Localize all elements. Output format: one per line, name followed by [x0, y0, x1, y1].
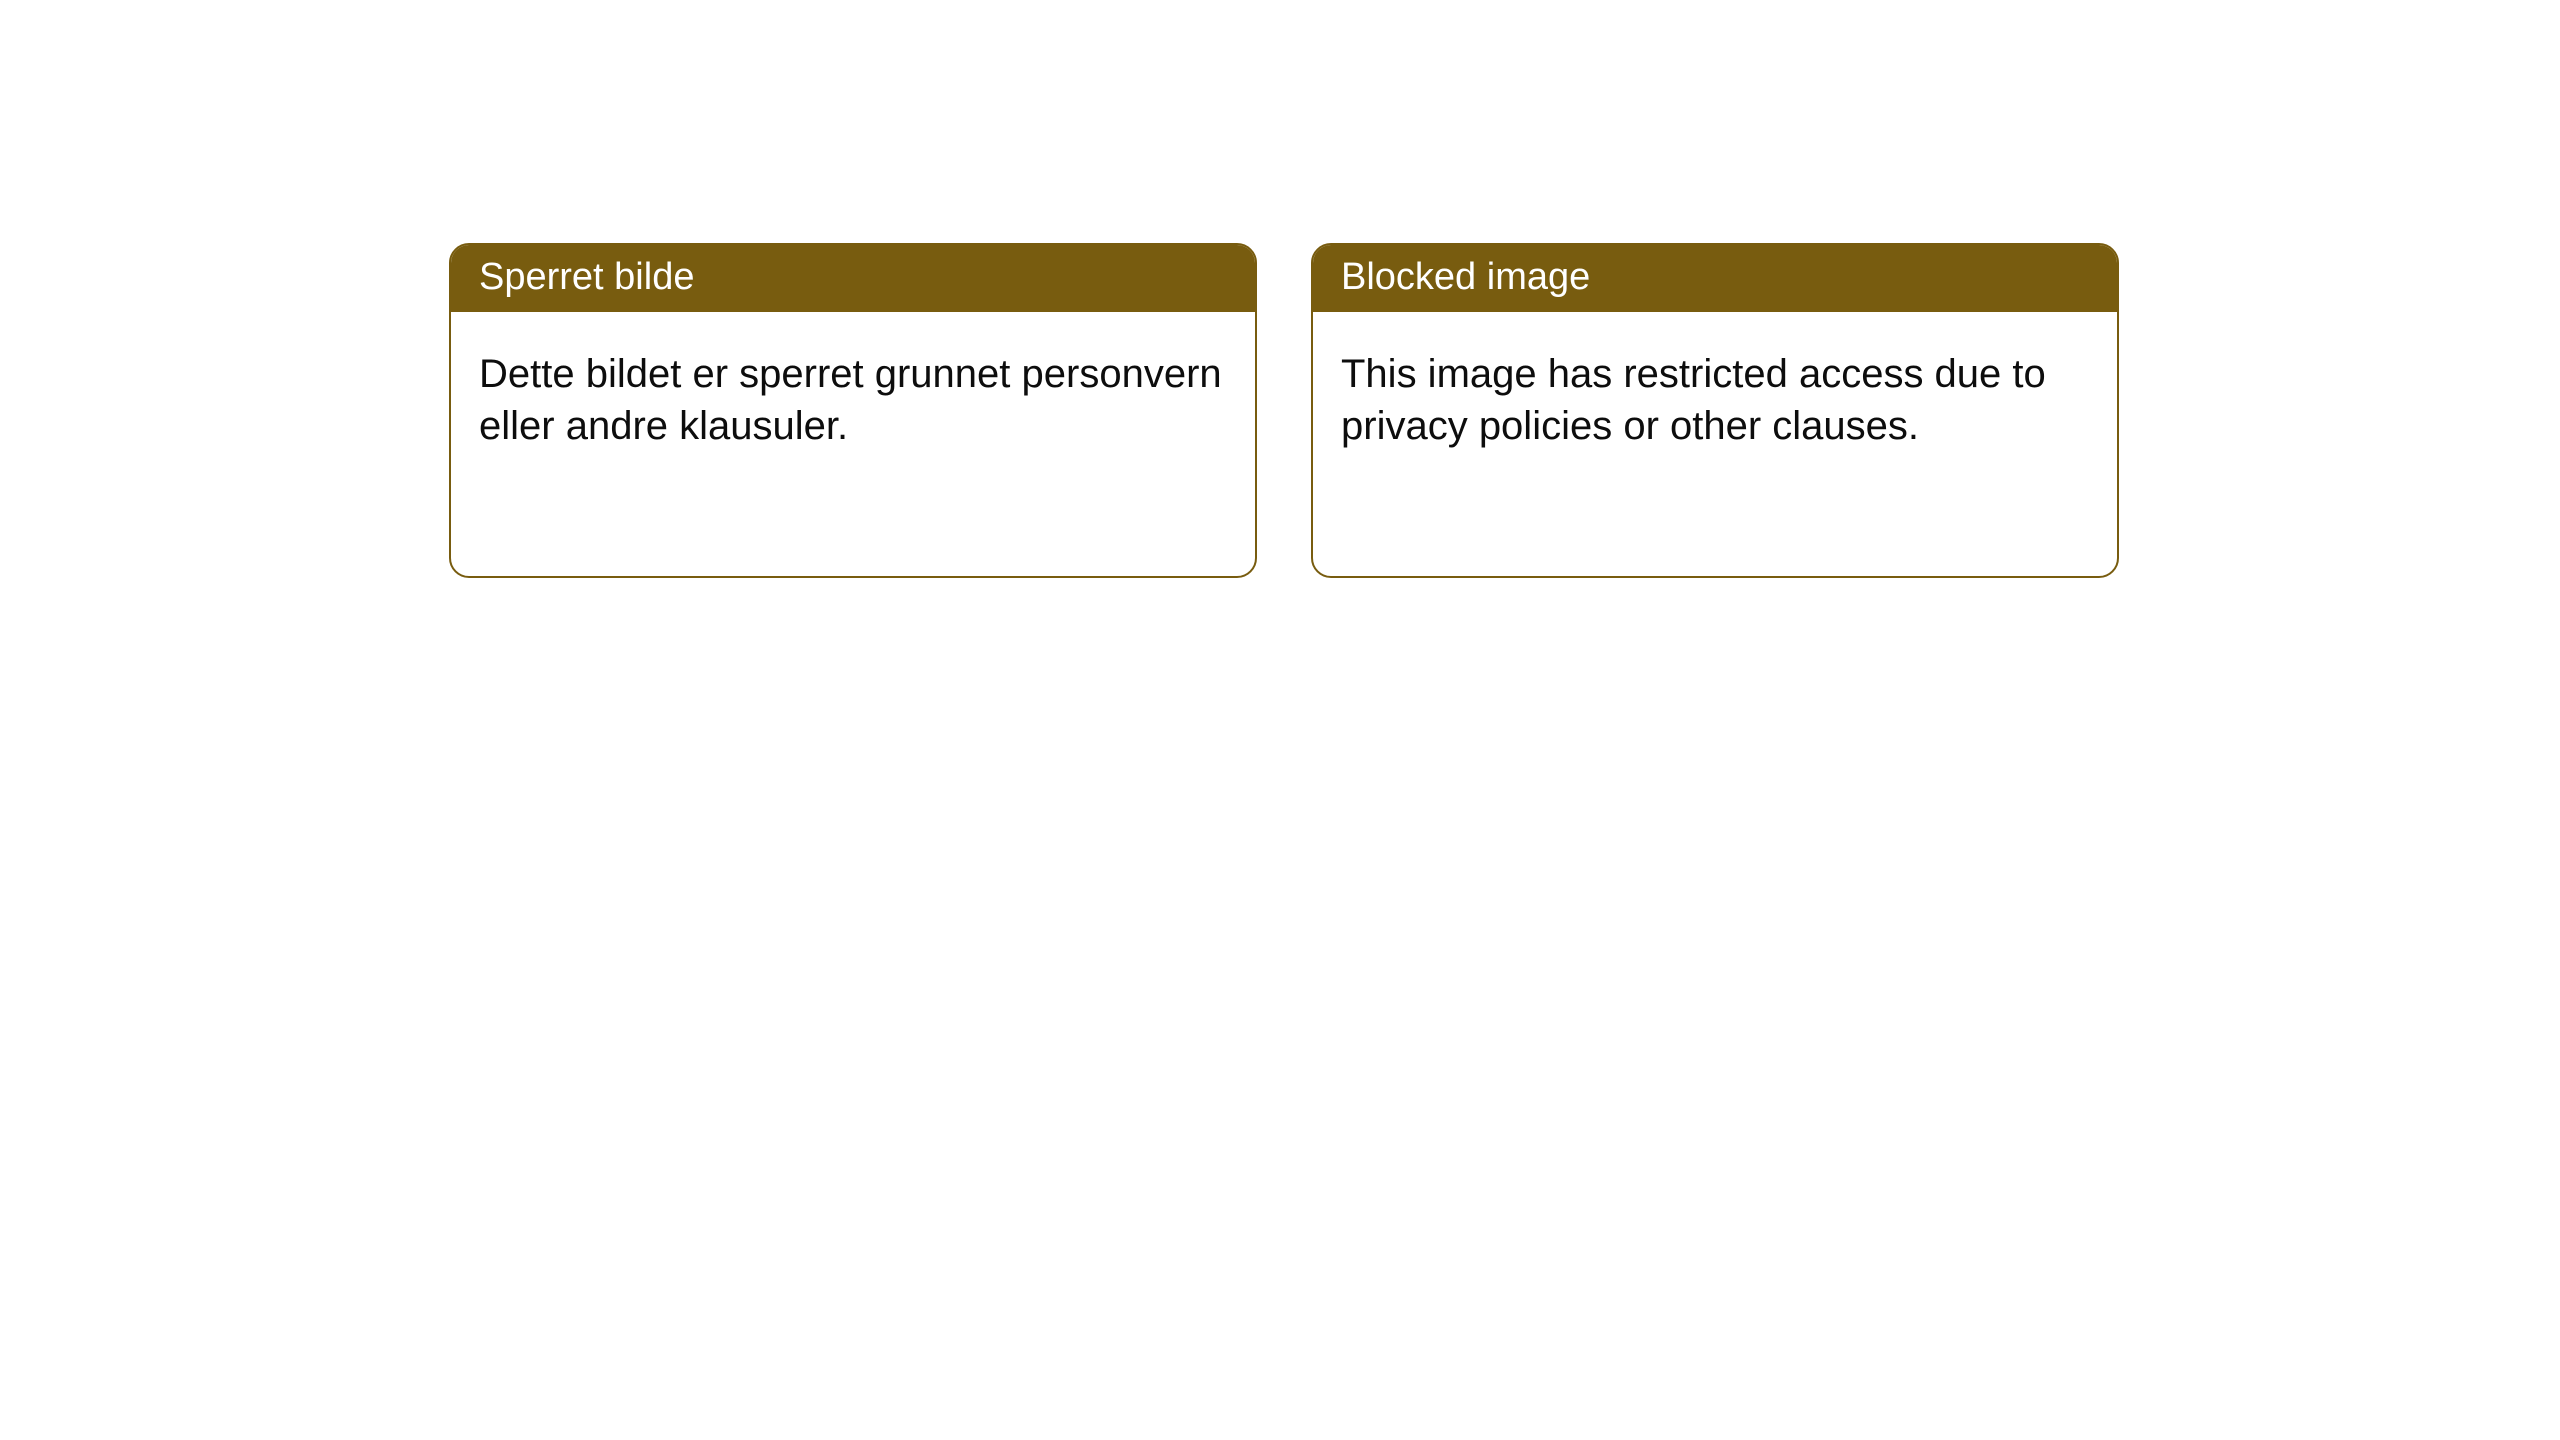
card-body-text: Dette bildet er sperret grunnet personve… [451, 312, 1255, 481]
card-body-text: This image has restricted access due to … [1313, 312, 2117, 481]
blocked-image-card-norwegian: Sperret bilde Dette bildet er sperret gr… [449, 243, 1257, 578]
blocked-image-card-english: Blocked image This image has restricted … [1311, 243, 2119, 578]
blocked-image-notice-container: Sperret bilde Dette bildet er sperret gr… [0, 0, 2560, 578]
card-title: Sperret bilde [451, 245, 1255, 312]
card-title: Blocked image [1313, 245, 2117, 312]
